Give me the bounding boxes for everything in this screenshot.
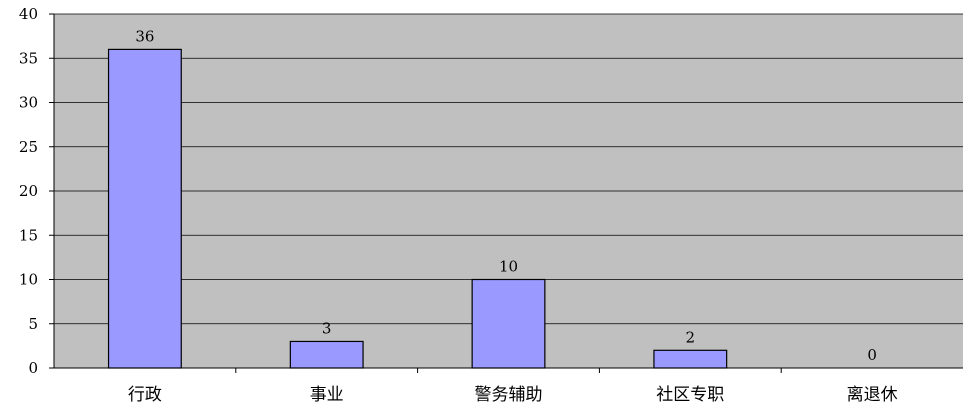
- y-tick-label: 30: [19, 94, 38, 112]
- data-labels: 36 3 10 2 0: [135, 27, 877, 364]
- y-tick-label: 35: [19, 49, 38, 67]
- x-tick-label: 行政: [128, 385, 162, 405]
- data-label: 10: [499, 258, 518, 276]
- y-tick-label: 0: [28, 359, 38, 377]
- bar: [107, 48, 182, 369]
- data-label: 2: [686, 328, 696, 346]
- data-label: 36: [135, 27, 154, 45]
- y-tick-label: 40: [19, 5, 38, 23]
- y-tick-label: 20: [19, 182, 38, 200]
- y-tick-label: 10: [19, 271, 38, 289]
- x-tick-label: 社区专职: [656, 385, 724, 405]
- y-tick-label: 5: [28, 315, 38, 333]
- x-tick-label: 离退休: [847, 385, 898, 405]
- data-label: 0: [867, 346, 877, 364]
- bar: [653, 349, 728, 369]
- x-tick-label: 警务辅助: [475, 385, 543, 405]
- data-label: 3: [322, 319, 332, 337]
- x-axis-labels: 行政 事业 警务辅助 社区专职 离退休: [128, 368, 898, 405]
- bars: [107, 48, 728, 369]
- bar: [289, 340, 364, 369]
- y-axis-ticks: 0 5 10 15 20 25 30 35 40: [19, 5, 54, 377]
- y-tick-label: 25: [19, 138, 38, 156]
- y-tick-label: 15: [19, 226, 38, 244]
- x-tick-label: 事业: [310, 385, 344, 405]
- bar: [471, 278, 546, 369]
